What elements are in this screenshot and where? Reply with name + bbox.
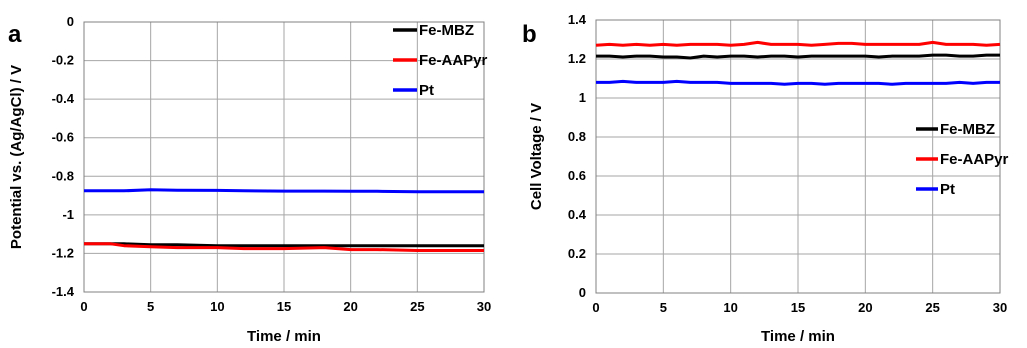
series-line-pt [84,188,484,194]
x-tick-label: 20 [858,300,872,315]
x-tick-label: 10 [723,300,737,315]
panel-letter: b [522,21,537,48]
y-tick-label: 0.4 [568,207,587,222]
y-tick-label: 0 [579,285,586,300]
y-tick-label: 0 [67,14,74,29]
x-tick-label: 15 [791,300,805,315]
plot-area-border [595,19,1001,294]
x-tick-label: 0 [592,300,599,315]
legend-label: Pt [940,181,955,198]
y-tick-label: -0.4 [52,91,75,106]
series-line-pt [596,79,1000,86]
y-tick-label: 0.6 [568,168,586,183]
x-tick-label: 25 [410,299,424,314]
series-line-fe-aapyr [84,242,484,252]
plot-area-border [83,21,485,293]
series-line-fe-mbz [596,53,1000,60]
x-axis-label: Time / min [247,328,321,345]
x-tick-label: 25 [925,300,939,315]
x-tick-label: 5 [147,299,154,314]
y-tick-label: 0.8 [568,129,586,144]
legend-label: Fe-MBZ [940,121,995,138]
x-tick-label: 15 [277,299,291,314]
x-tick-label: 10 [210,299,224,314]
y-tick-label: -1 [62,207,74,222]
x-tick-label: 30 [993,300,1007,315]
y-tick-label: 1.4 [568,12,587,27]
y-tick-label: 1.2 [568,51,586,66]
x-tick-label: 5 [660,300,667,315]
x-tick-label: 20 [343,299,357,314]
legend-label: Fe-AAPyr [940,151,1009,168]
y-tick-label: 1 [579,90,586,105]
panel-b: b 1.4 1.2 1 0.8 0.6 0.4 0.2 00 5 10 15 20 25 30 Time / … [522,12,1009,345]
y-tick-label: -0.8 [52,168,74,183]
legend-label: Pt [419,82,434,99]
panel-a: a 0 -0.2 -0.4 -0.6 -0.8 -1 -1.2 -1.4 0 5 10 15 20 25 30… [8,14,491,345]
y-tick-label: -1.4 [52,284,75,299]
y-tick-label: -0.6 [52,130,74,145]
x-axis-label: Time / min [761,328,835,345]
legend-label: Fe-AAPyr [419,52,488,69]
y-axis-label: Cell Voltage / V [528,103,545,210]
panel-letter: a [8,21,22,48]
y-tick-label: 0.2 [568,246,586,261]
x-tick-label: 30 [477,299,491,314]
y-axis-label: Potential vs. (Ag/AgCl) / V [8,65,25,249]
y-tick-label: -0.2 [52,53,74,68]
legend-label: Fe-MBZ [419,22,474,39]
y-tick-label: -1.2 [52,245,74,260]
series-line-fe-mbz [84,242,484,248]
x-tick-label: 0 [80,299,87,314]
series-line-fe-aapyr [595,40,1001,47]
